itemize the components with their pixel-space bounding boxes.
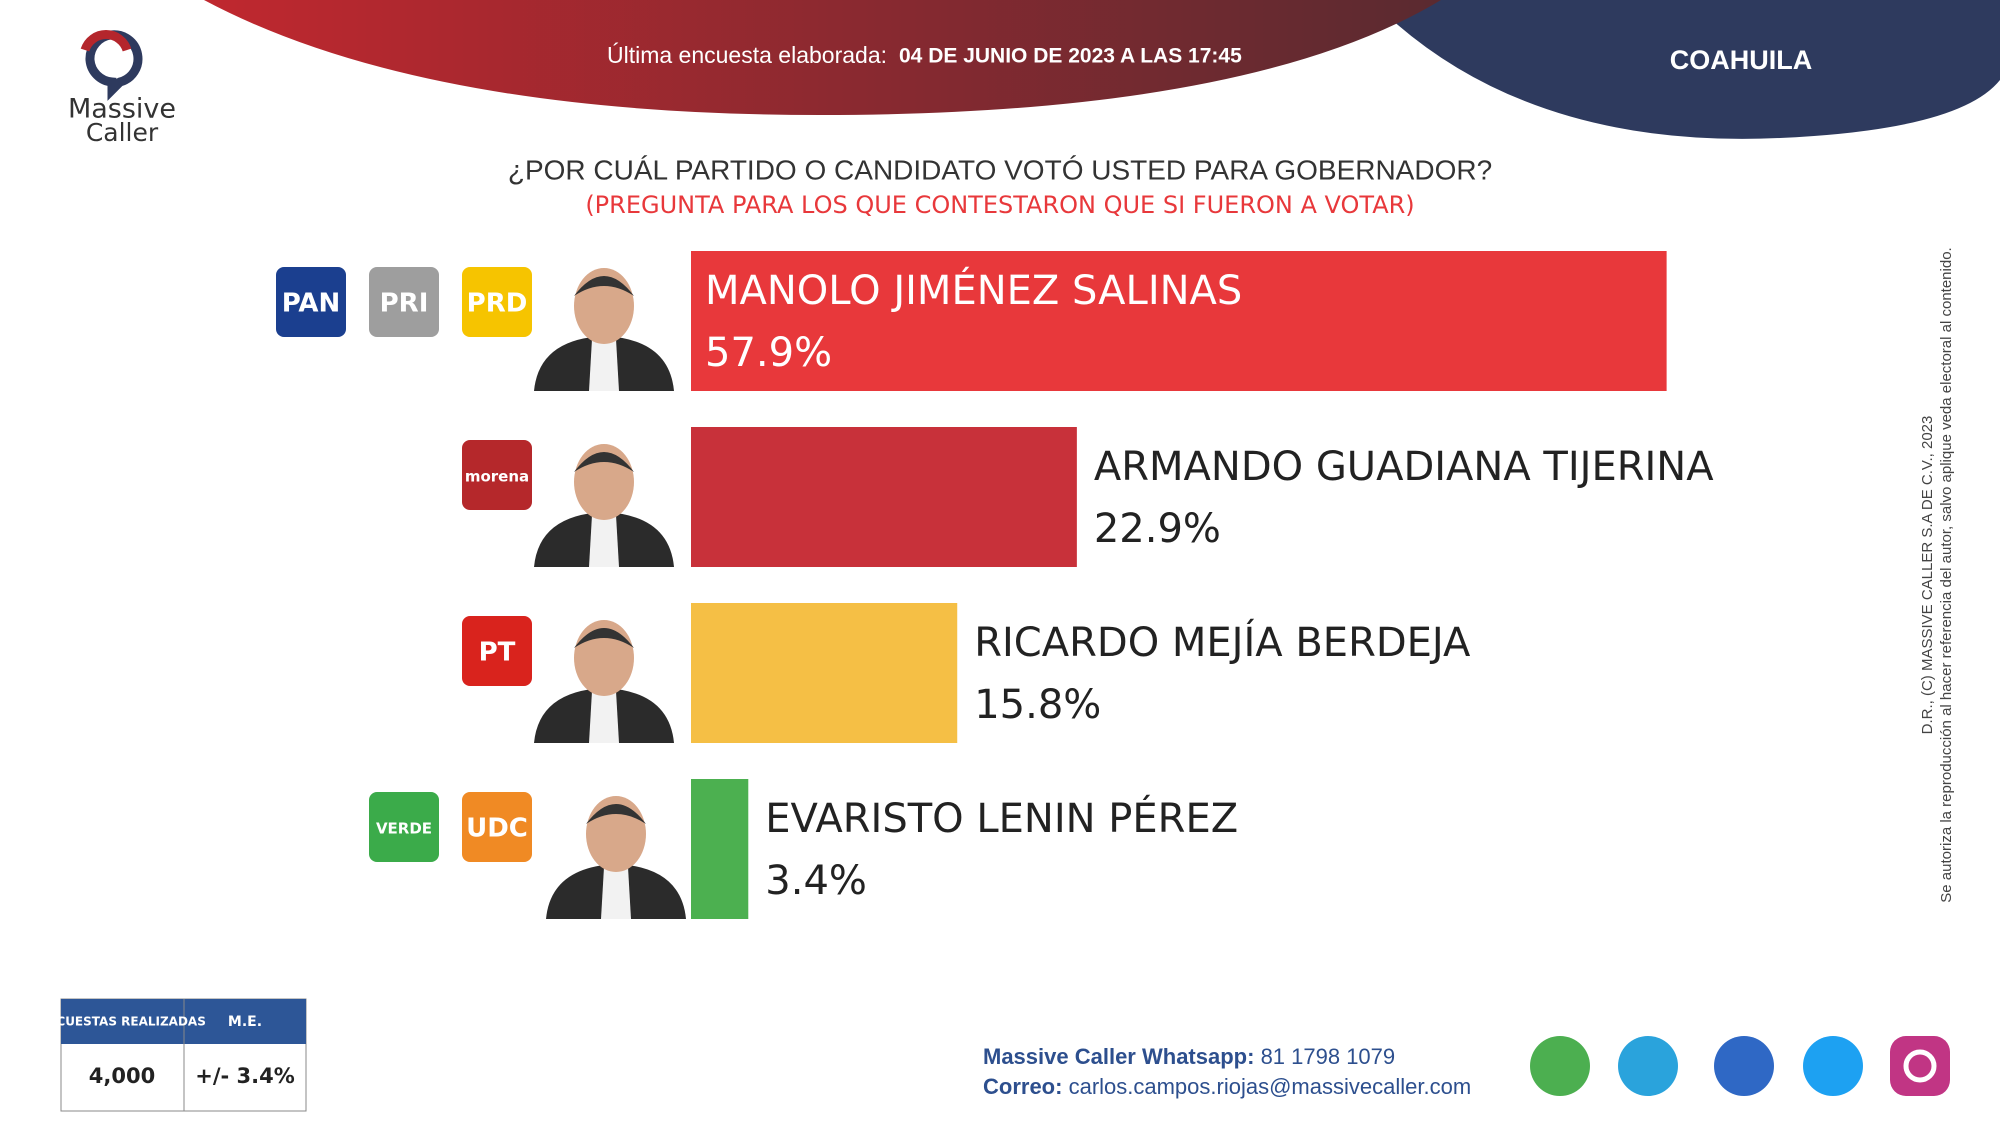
survey-label: Última encuesta elaborada: bbox=[607, 42, 887, 68]
party-name: PT bbox=[479, 638, 516, 668]
contact-line: Massive Caller Whatsapp: 81 1798 1079 bbox=[983, 1044, 1395, 1069]
twitter-icon[interactable] bbox=[1803, 1036, 1863, 1096]
instagram-icon[interactable] bbox=[1890, 1036, 1950, 1096]
copyright: Se autoriza la reproducción al hacer ref… bbox=[1938, 247, 1955, 902]
party-logo bbox=[462, 440, 532, 510]
facebook-icon[interactable] bbox=[1714, 1036, 1774, 1096]
photo-shirt bbox=[589, 339, 619, 391]
table-cell: 4,000 bbox=[89, 1064, 155, 1088]
photo-hair bbox=[574, 276, 634, 296]
party-logo bbox=[462, 267, 532, 337]
whatsapp-icon[interactable] bbox=[1530, 1036, 1590, 1096]
logo-text: Caller bbox=[86, 118, 159, 147]
value-label: 15.8% bbox=[974, 682, 1101, 728]
candidate-photo bbox=[546, 796, 686, 919]
party-name: morena bbox=[465, 468, 529, 486]
party-logo bbox=[462, 616, 532, 686]
category-label: MANOLO JIMÉNEZ SALINAS bbox=[705, 266, 1242, 314]
party-name: PAN bbox=[282, 289, 341, 319]
logo-text: Massive bbox=[68, 94, 176, 125]
party-logo bbox=[276, 267, 346, 337]
chart-title: ¿POR CUÁL PARTIDO O CANDIDATO VOTÓ USTED… bbox=[508, 154, 1492, 185]
bar bbox=[691, 427, 1077, 567]
table-header-text: M.E. bbox=[228, 1014, 262, 1030]
photo-hair bbox=[574, 628, 634, 648]
value-label: 57.9% bbox=[705, 330, 832, 376]
candidate-photo bbox=[534, 268, 674, 391]
contact-label: Massive Caller Whatsapp: bbox=[983, 1044, 1254, 1069]
photo-hair bbox=[586, 804, 646, 824]
instagram-glyph bbox=[1903, 1049, 1937, 1083]
party-logo bbox=[369, 792, 439, 862]
party-name: UDC bbox=[466, 814, 528, 844]
region: COAHUILA bbox=[1670, 45, 1813, 75]
party-name: PRI bbox=[380, 289, 429, 319]
category-label: EVARISTO LENIN PÉREZ bbox=[765, 794, 1238, 842]
photo-shirt bbox=[589, 691, 619, 743]
chart-subtitle: (PREGUNTA PARA LOS QUE CONTESTARON QUE S… bbox=[585, 191, 1414, 219]
contact-label: Correo: bbox=[983, 1074, 1062, 1099]
party-logo bbox=[369, 267, 439, 337]
party-logo bbox=[462, 792, 532, 862]
category-label: ARMANDO GUADIANA TIJERINA bbox=[1094, 444, 1714, 490]
photo-shirt bbox=[601, 867, 631, 919]
bar bbox=[691, 603, 958, 743]
candidate-photo bbox=[534, 444, 674, 567]
value-label: 22.9% bbox=[1094, 506, 1221, 552]
value-label: 3.4% bbox=[765, 858, 867, 904]
contact-value: carlos.campos.riojas@massivecaller.com bbox=[1069, 1074, 1472, 1099]
category-label: RICARDO MEJÍA BERDEJA bbox=[974, 618, 1471, 666]
candidate-photo bbox=[534, 620, 674, 743]
contact-value: 81 1798 1079 bbox=[1261, 1044, 1396, 1069]
photo-hair bbox=[574, 452, 634, 472]
header-arch-blue bbox=[1371, 0, 2000, 139]
copyright: D.R., (C) MASSIVE CALLER S.A DE C.V., 20… bbox=[1919, 416, 1936, 735]
bar bbox=[691, 251, 1667, 391]
party-name: PRD bbox=[467, 289, 528, 319]
social-icons bbox=[1530, 1036, 1950, 1096]
photo-shirt bbox=[589, 515, 619, 567]
party-name: VERDE bbox=[376, 820, 432, 838]
survey-date: 04 DE JUNIO DE 2023 A LAS 17:45 bbox=[899, 45, 1242, 68]
logo: Massive Caller bbox=[68, 30, 176, 147]
contact-line: Correo: carlos.campos.riojas@massivecall… bbox=[983, 1074, 1471, 1099]
table-header-text: ENCUESTAS REALIZADAS bbox=[38, 1015, 206, 1029]
header-arch-red bbox=[204, 0, 1441, 115]
table-cell: +/- 3.4% bbox=[195, 1064, 295, 1088]
telegram-icon[interactable] bbox=[1618, 1036, 1678, 1096]
bar bbox=[691, 779, 749, 919]
sample-table: ENCUESTAS REALIZADAS M.E. 4,000 +/- 3.4% bbox=[38, 998, 307, 1112]
